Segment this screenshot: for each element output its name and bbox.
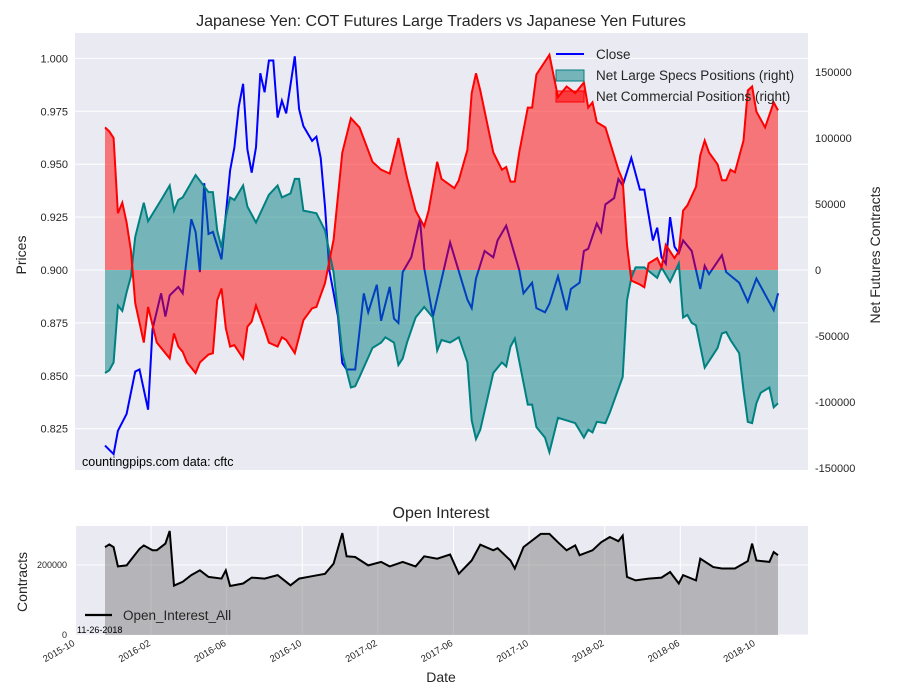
main-chart-title: Japanese Yen: COT Futures Large Traders …	[196, 13, 686, 30]
right-tick-label: 50000	[815, 199, 846, 211]
oi-x-tick-label: 2016-06	[192, 638, 228, 665]
right-tick-label: -100000	[815, 397, 855, 409]
source-note: countingpips.com data: cftc	[82, 455, 233, 469]
oi-x-tick-label: 2018-06	[646, 638, 682, 665]
legend-label-open-interest: Open_Interest_All	[123, 608, 231, 623]
large-specs-area	[105, 175, 778, 453]
left-tick-label: 0.850	[40, 371, 68, 383]
oi-y-tick-label: 200000	[37, 560, 67, 570]
oi-x-tick-label: 2017-02	[344, 638, 380, 665]
oi-x-tick-label: 2016-02	[117, 638, 153, 665]
right-tick-label: -150000	[815, 463, 855, 475]
right-tick-label: 0	[815, 265, 821, 277]
open-interest-line	[104, 530, 779, 588]
left-tick-label: 1.000	[40, 53, 68, 65]
left-tick-label: 0.875	[40, 318, 68, 330]
left-tick-label: 0.950	[40, 159, 68, 171]
left-tick-label: 0.975	[40, 106, 68, 118]
oi-x-tick-label: 2016-10	[268, 638, 304, 665]
legend-label-large-specs: Net Large Specs Positions (right)	[596, 68, 794, 83]
oi-chart-title: Open Interest	[393, 505, 491, 522]
legend-label-close: Close	[596, 47, 631, 62]
main-legend: Close Net Large Specs Positions (right) …	[555, 47, 794, 104]
commercial-area	[105, 54, 778, 374]
oi-legend: Open_Interest_All	[85, 608, 231, 623]
oi-y-ticks: 0 200000	[37, 560, 67, 640]
oi-x-tick-label: 2017-10	[495, 638, 531, 665]
oi-x-tick-label: 2017-06	[419, 638, 455, 665]
left-tick-label: 0.925	[40, 212, 68, 224]
oi-x-tick-label: 2015-10	[41, 638, 77, 665]
left-tick-label: 0.900	[40, 265, 68, 277]
left-tick-label: 0.825	[40, 424, 68, 436]
right-tick-label: 150000	[815, 67, 852, 79]
legend-swatch-commercial	[555, 90, 585, 103]
right-tick-label: 100000	[815, 133, 852, 145]
large-specs-line	[104, 173, 779, 456]
oi-y-axis-label: Contracts	[14, 552, 30, 612]
right-axis-label: Net Futures Contracts	[867, 187, 883, 324]
open-interest-area	[105, 531, 778, 635]
oi-x-ticks: 2015-10 2016-02 2016-06 2016-10 2017-02 2017-…	[41, 638, 757, 665]
legend-label-commercial: Net Commercial Positions (right)	[596, 89, 790, 104]
oi-y-tick-label: 0	[62, 630, 67, 640]
oi-x-tick-label: 2018-10	[722, 638, 758, 665]
main-chart-marks	[104, 52, 779, 457]
oi-x-tick-label: 2018-02	[570, 638, 606, 665]
right-tick-label: -50000	[815, 331, 849, 343]
oi-x-axis-label: Date	[426, 669, 456, 685]
left-axis-ticks: 0.825 0.850 0.875 0.900 0.925 0.950 0.975 1.000	[40, 53, 68, 435]
right-axis-ticks: -150000 -100000 -50000 0 50000 100000 150000	[815, 67, 855, 475]
oi-chart-marks	[104, 530, 779, 635]
left-axis-label: Prices	[13, 236, 29, 275]
commercial-line	[104, 52, 779, 375]
date-stamp: 11-26-2018	[77, 625, 122, 635]
legend-swatch-large-specs	[555, 69, 585, 82]
